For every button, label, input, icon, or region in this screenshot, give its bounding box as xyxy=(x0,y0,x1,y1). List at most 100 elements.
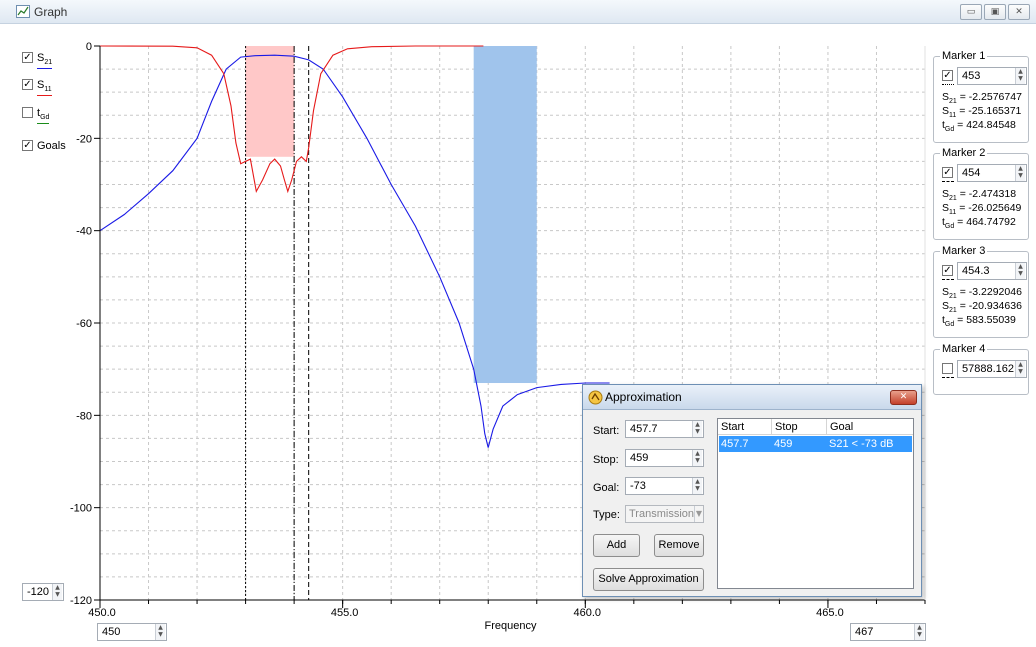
x-tick-label: 465.0 xyxy=(816,607,844,619)
start-input[interactable]: 457.7 ▲ ▼ xyxy=(625,420,704,438)
series-s11-line xyxy=(99,45,484,194)
type-label: Type: xyxy=(593,509,620,521)
marker-2-tgd-readout: tGd = 464.74792 xyxy=(942,216,1016,231)
s11-label: S11 xyxy=(37,79,52,97)
stop-input[interactable]: 459 ▲ ▼ xyxy=(625,449,704,467)
restore-button[interactable]: ▣ xyxy=(984,4,1006,20)
minimize-icon: ▭ xyxy=(966,7,976,17)
marker-3-frequency-input[interactable]: 454.3 ▲ ▼ xyxy=(957,262,1027,280)
add-button[interactable]: Add xyxy=(593,534,640,557)
marker-3-title: Marker 3 xyxy=(940,245,988,257)
y-tick-label: -60 xyxy=(76,318,92,330)
window-titlebar: Graph ▭ ▣ ✕ xyxy=(0,0,1036,24)
marker-2-checkbox[interactable]: ✓ xyxy=(942,167,953,178)
y-tick-label: -120 xyxy=(70,595,92,607)
marker-3-group: Marker 3 ✓ 454.3 ▲ ▼ S21 = -3.2292046 S21… xyxy=(933,245,1029,338)
spin-arrows-icon[interactable]: ▲ ▼ xyxy=(155,624,165,640)
remove-button[interactable]: Remove xyxy=(654,534,704,557)
goals-checkbox[interactable]: ✓ xyxy=(22,140,33,151)
marker-3-s21-readout: S21 = -3.2292046 xyxy=(942,286,1022,301)
tgd-checkbox[interactable] xyxy=(22,107,33,118)
spin-arrows-icon[interactable]: ▲ ▼ xyxy=(1015,68,1025,84)
marker-3-tgd-readout: tGd = 583.55039 xyxy=(942,314,1016,329)
stop-label: Stop: xyxy=(593,454,619,466)
start-label: Start: xyxy=(593,425,620,437)
marker-1-title: Marker 1 xyxy=(940,50,988,62)
marker-4-frequency-input[interactable]: 57888.162 ▲ ▼ xyxy=(957,360,1027,378)
marker-1-group: Marker 1 ✓ 453 ▲ ▼ S21 = -2.2576747 S11 =… xyxy=(933,50,1029,143)
marker-3-line-style xyxy=(942,279,954,280)
table-row[interactable]: 457.7 459 S21 < -73 dB xyxy=(719,436,912,452)
x-max-input[interactable]: 467 ▲ ▼ xyxy=(850,623,926,641)
column-header-start[interactable]: Start xyxy=(718,419,772,435)
column-header-goal[interactable]: Goal xyxy=(830,421,854,433)
toggle-s21[interactable]: ✓ S21 xyxy=(22,52,53,70)
tgd-label: tGd xyxy=(37,107,50,125)
approximation-close-button[interactable]: ✕ xyxy=(890,390,917,405)
toggle-s11[interactable]: ✓ S11 xyxy=(22,79,52,97)
spin-arrows-icon[interactable]: ▲ ▼ xyxy=(692,478,702,494)
goal-input[interactable]: -73 ▲ ▼ xyxy=(625,477,704,495)
spin-arrows-icon[interactable]: ▲ ▼ xyxy=(1015,165,1025,181)
goal-region-1 xyxy=(245,46,295,157)
toggle-goals[interactable]: ✓ Goals xyxy=(22,140,66,154)
y-tick-label: -100 xyxy=(70,503,92,515)
marker-1-frequency-input[interactable]: 453 ▲ ▼ xyxy=(957,67,1027,85)
x-tick-label: 455.0 xyxy=(331,607,359,619)
spin-arrows-icon[interactable]: ▲ ▼ xyxy=(692,421,702,437)
marker-1-line-style xyxy=(942,84,954,85)
marker-4-group: Marker 4 57888.162 ▲ ▼ xyxy=(933,343,1029,395)
x-tick-label: 460.0 xyxy=(574,607,602,619)
window-title: Graph xyxy=(34,5,68,19)
marker-4-title: Marker 4 xyxy=(940,343,988,355)
y-min-input[interactable]: -120 ▲ ▼ xyxy=(22,583,64,601)
close-icon: ✕ xyxy=(1015,7,1023,17)
minimize-button[interactable]: ▭ xyxy=(960,4,982,20)
close-icon: ✕ xyxy=(899,392,908,402)
row-start-cell: 457.7 xyxy=(721,438,749,450)
goals-list[interactable]: Start Stop Goal 457.7 459 S21 < -73 dB xyxy=(717,418,914,589)
marker-2-group: Marker 2 ✓ 454 ▲ ▼ S21 = -2.474318 S11 = … xyxy=(933,147,1029,240)
column-header-stop[interactable]: Stop xyxy=(772,419,827,435)
close-window-button[interactable]: ✕ xyxy=(1008,4,1030,20)
marker-4-checkbox[interactable] xyxy=(942,363,953,374)
marker-1-s11-readout: S11 = -25.165371 xyxy=(942,105,1022,120)
spin-arrows-icon[interactable]: ▲ ▼ xyxy=(52,584,62,600)
s11-checkbox[interactable]: ✓ xyxy=(22,79,33,90)
spin-arrows-icon[interactable]: ▲ ▼ xyxy=(1015,361,1025,377)
s21-label: S21 xyxy=(37,52,53,70)
y-tick-label: -20 xyxy=(76,133,92,145)
y-tick-label: -40 xyxy=(76,226,92,238)
y-tick-label: -80 xyxy=(76,410,92,422)
x-min-input[interactable]: 450 ▲ ▼ xyxy=(97,623,167,641)
spin-arrows-icon[interactable]: ▲ ▼ xyxy=(1015,263,1025,279)
y-tick-label: 0 xyxy=(86,41,92,53)
row-stop-cell: 459 xyxy=(774,438,793,450)
marker-2-title: Marker 2 xyxy=(940,147,988,159)
approximation-title: Approximation xyxy=(605,390,682,404)
marker-1-s21-readout: S21 = -2.2576747 xyxy=(942,91,1022,106)
approximation-app-icon xyxy=(588,390,603,405)
approximation-titlebar[interactable]: Approximation ✕ xyxy=(583,385,921,410)
marker-1-checkbox[interactable]: ✓ xyxy=(942,70,953,81)
type-select[interactable]: Transmission ▼ xyxy=(625,505,704,523)
toggle-tgd[interactable]: tGd xyxy=(22,107,50,125)
marker-2-frequency-input[interactable]: 454 ▲ ▼ xyxy=(957,164,1027,182)
row-goal-cell: S21 < -73 dB xyxy=(829,438,894,450)
marker-3-s21b-readout: S21 = -20.934636 xyxy=(942,300,1022,315)
spin-arrows-icon[interactable]: ▲ ▼ xyxy=(692,450,702,466)
marker-3-checkbox[interactable]: ✓ xyxy=(942,265,953,276)
marker-4-line-style xyxy=(942,377,954,378)
marker-2-s11-readout: S11 = -26.025649 xyxy=(942,202,1022,217)
goals-list-header: Start Stop Goal xyxy=(718,419,913,435)
restore-icon: ▣ xyxy=(990,7,1000,17)
marker-2-line-style xyxy=(942,181,954,182)
spin-arrows-icon[interactable]: ▲ ▼ xyxy=(914,624,924,640)
marker-2-s21-readout: S21 = -2.474318 xyxy=(942,188,1017,203)
chevron-down-icon[interactable]: ▼ xyxy=(694,506,703,522)
solve-approximation-button[interactable]: Solve Approximation xyxy=(593,568,704,591)
graph-icon xyxy=(16,5,30,18)
s21-checkbox[interactable]: ✓ xyxy=(22,52,33,63)
x-tick-label: 450.0 xyxy=(88,607,116,619)
